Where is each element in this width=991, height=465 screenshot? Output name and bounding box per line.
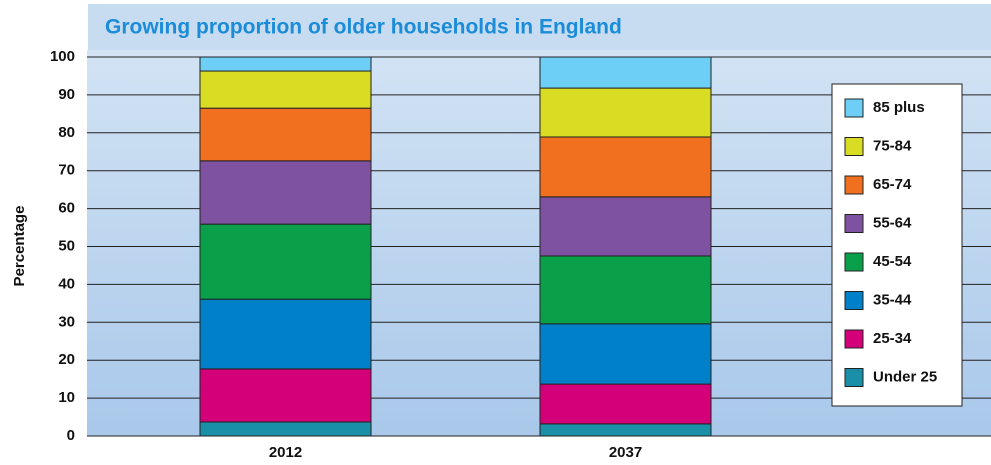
y-tick-label: 70 [58,162,75,179]
y-tick-label: 80 [58,124,75,141]
bar-segment [199,223,372,300]
x-tick-label: 2012 [269,444,302,461]
bar-segment [539,423,712,437]
legend-swatch [844,98,864,118]
x-tick-label: 2037 [609,444,642,461]
y-tick-label: 40 [58,275,75,292]
legend-swatch [844,291,864,310]
y-tick-label: 90 [58,86,75,103]
y-axis-label: Percentage [11,206,28,287]
bar-segment [199,421,372,437]
bar-segment [199,56,372,72]
legend-label: 55-64 [873,214,912,231]
chart-title: Growing proportion of older households i… [105,16,622,39]
legend-label: 45-54 [873,253,912,270]
legend-swatch [844,329,864,349]
bar-segment [539,56,712,89]
bar-segment [539,255,712,325]
legend-label: 65-74 [873,176,912,193]
bar-segment [539,323,712,385]
legend-label: Under 25 [873,368,937,385]
y-tick-label: 30 [58,313,75,330]
legend-swatch [844,214,864,233]
legend-label: 85 plus [873,99,925,116]
legend-label: 35-44 [873,291,912,308]
bar-segment [539,196,712,257]
legend-label: 25-34 [873,330,912,347]
title-band [88,4,991,50]
legend-swatch [844,137,864,156]
y-tick-label: 100 [50,48,75,65]
legend-label: 75-84 [873,137,912,154]
legend-box [831,83,963,407]
bar-segment [199,107,372,162]
legend-swatch [844,368,864,387]
bar-segment [199,298,372,370]
bar-segment [539,383,712,425]
bar-segment [539,136,712,198]
legend-swatch [844,175,864,195]
legend-swatch [844,252,864,272]
y-tick-label: 50 [58,237,75,254]
y-tick-label: 0 [67,427,75,444]
y-tick-label: 60 [58,200,75,217]
bar-segment [199,368,372,423]
y-tick-label: 20 [58,351,75,368]
bar-segment [199,70,372,109]
y-tick-label: 10 [58,389,75,406]
bar-segment [539,87,712,138]
bar-segment [199,160,372,225]
